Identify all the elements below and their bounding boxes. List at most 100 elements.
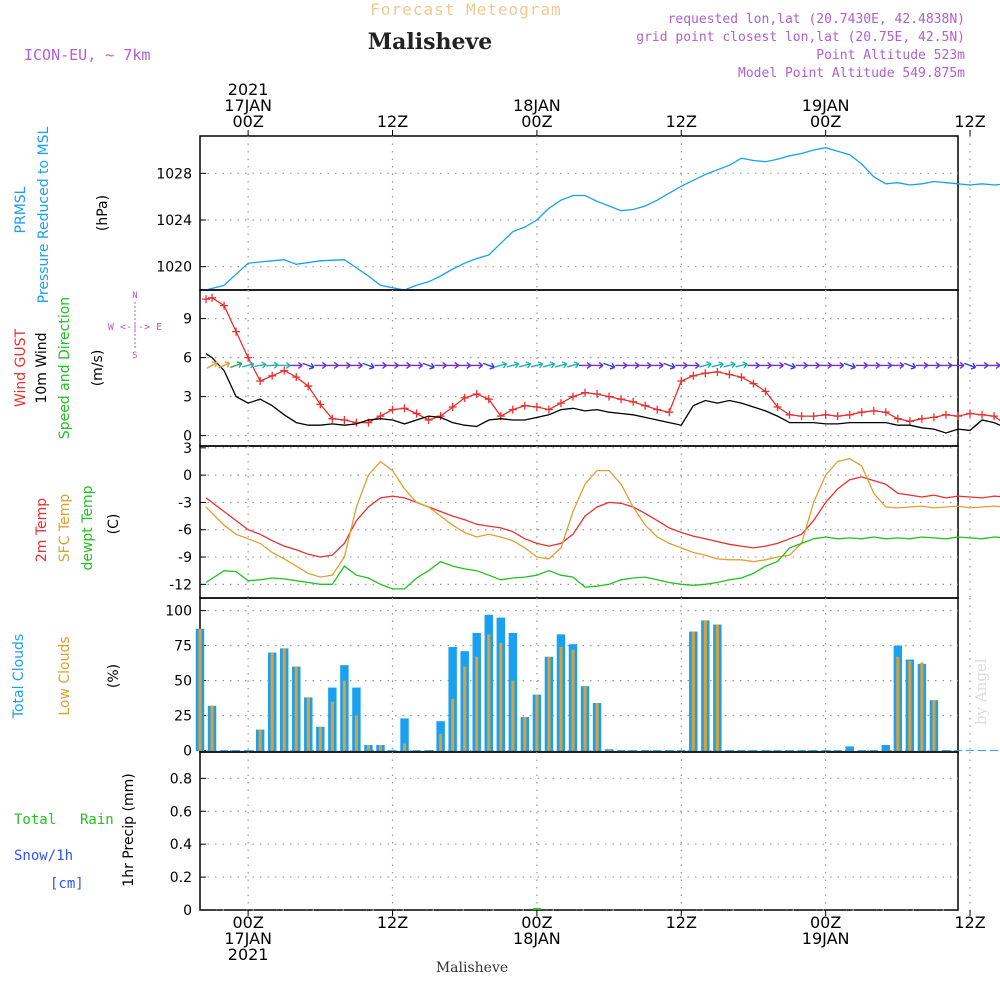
wind-arrow-51 xyxy=(855,361,869,369)
wind-arrow-shape-36 xyxy=(675,361,688,369)
wind-arrow-shape-20 xyxy=(482,362,496,370)
low-cloud-bar-1 xyxy=(210,705,214,751)
compass-n: N xyxy=(132,291,137,301)
gust-marker-48 xyxy=(773,403,782,411)
gust-marker-12 xyxy=(340,416,349,424)
temp-unit: (C) xyxy=(106,514,122,535)
wind-arrow-shape-12 xyxy=(386,361,399,369)
wind-arrow-13 xyxy=(398,361,411,369)
wind-arrow-55 xyxy=(904,362,917,370)
gust-marker-31 xyxy=(568,392,577,401)
wind-arrow-33 xyxy=(639,361,652,369)
low-cloud-bar-61 xyxy=(932,700,936,751)
wind-arrow-11 xyxy=(374,361,387,369)
t2m-label: 2m Temp xyxy=(34,498,50,562)
low-cloud-bar-17 xyxy=(403,743,407,751)
ytick-label-0-1028: 1028 xyxy=(156,166,192,182)
wind-arrow-57 xyxy=(927,361,941,369)
bottom-time-label-0-1: 17JAN xyxy=(224,929,272,948)
wind-arrow-shape-9 xyxy=(350,361,363,369)
wind-arrow-29 xyxy=(591,361,604,369)
wind-arrow-32 xyxy=(627,361,640,369)
wind-arrow--2 xyxy=(218,361,231,369)
gust-marker-62 xyxy=(941,410,950,419)
gust-marker-29 xyxy=(544,405,553,414)
wind-arrow-6 xyxy=(314,361,327,369)
ytick-label-2-3: 3 xyxy=(183,441,192,457)
gust-marker-24 xyxy=(484,395,493,404)
rain-label-a: Total xyxy=(14,812,56,828)
prmsl-label: PRMSL xyxy=(13,186,29,233)
wind-arrow-8 xyxy=(338,361,351,369)
wind-arrow-46 xyxy=(795,361,809,369)
wind-arrow-23 xyxy=(518,361,532,369)
wind-arrow-14 xyxy=(410,361,424,369)
wind-arrow-50 xyxy=(843,362,856,370)
wind-arrow-22 xyxy=(506,361,520,369)
top-time-label-24-0: 18JAN xyxy=(513,96,561,115)
ytick-label-4-0.6: 0.6 xyxy=(170,804,192,820)
low-cloud-bar-0 xyxy=(198,628,202,751)
wind-arrow-shape-32 xyxy=(627,361,640,369)
gust-marker-10 xyxy=(316,400,325,409)
top-time-label-60-0: 12Z xyxy=(954,112,985,131)
low-clouds-label: Low Clouds xyxy=(57,636,73,715)
gust-marker-59 xyxy=(905,417,914,426)
gust-marker-55 xyxy=(857,408,866,417)
wind-arrow-30 xyxy=(603,362,616,370)
gust-marker-45 xyxy=(737,373,746,382)
top-time-label-0-2: 00Z xyxy=(232,112,263,131)
wind-arrow-shape-30 xyxy=(603,362,616,370)
wind-arrow-shape-55 xyxy=(904,362,917,370)
wind-arrow-shape-7 xyxy=(326,361,339,369)
ytick-label-1-6: 6 xyxy=(183,351,192,367)
wind-arrow-18 xyxy=(458,361,472,369)
ytick-label-1-0: 0 xyxy=(183,429,192,445)
top-time-label-0-0: 2021 xyxy=(228,80,269,99)
wind-arrow-shape-0 xyxy=(242,361,255,369)
total-clouds-label: Total Clouds xyxy=(11,634,27,719)
wind-arrow-shape-45 xyxy=(783,362,796,370)
wind-arrow-shape-39 xyxy=(711,361,724,369)
wind-arrow-36 xyxy=(675,361,688,369)
bottom-time-label-12-0: 12Z xyxy=(377,913,408,932)
model-altitude: Model Point Altitude 549.875m xyxy=(738,66,965,81)
gust-marker-38 xyxy=(653,405,662,414)
ytick-label-4-0.4: 0.4 xyxy=(170,837,192,853)
low-cloud-bar-29 xyxy=(547,656,551,751)
top-time-label-48-1: 00Z xyxy=(810,112,841,131)
wind-arrow-shape-50 xyxy=(843,362,856,370)
wind-unit: (m/s) xyxy=(90,350,106,387)
gust-marker-11 xyxy=(328,414,337,423)
bottom-time-label-24-0: 00Z xyxy=(521,913,552,932)
gust-marker-3 xyxy=(232,327,241,336)
gust-marker-2 xyxy=(220,301,229,310)
wind-arrow-shape-27 xyxy=(567,361,580,369)
low-cloud-bar-41 xyxy=(691,631,695,751)
wind-arrow-4 xyxy=(290,361,303,369)
wind-arrow-shape-4 xyxy=(290,361,303,369)
wind-arrow-shape-43 xyxy=(759,361,772,369)
wind-arrow-shape-48 xyxy=(819,361,833,369)
wind-arrow-43 xyxy=(759,361,772,369)
location-title: Malisheve xyxy=(368,29,492,55)
low-cloud-bar-6 xyxy=(270,652,274,751)
low-cloud-bar-12 xyxy=(342,680,346,751)
cloud-unit: (%) xyxy=(106,664,122,688)
low-cloud-bar-28 xyxy=(535,694,539,751)
rain-label-b: Rain xyxy=(80,812,114,828)
wind-arrow-0 xyxy=(242,361,255,369)
wind-arrow-shape-6 xyxy=(314,361,327,369)
wind10-label: 10m Wind xyxy=(34,332,50,403)
wind-arrow-shape-25 xyxy=(542,361,556,369)
wind-arrow-20 xyxy=(482,362,496,370)
low-cloud-bar-7 xyxy=(282,648,286,751)
series-line-2-2 xyxy=(205,536,1000,590)
wind-arrow-61 xyxy=(976,361,989,369)
gust-marker-46 xyxy=(749,379,758,388)
low-cloud-bar-5 xyxy=(258,729,262,751)
wind-arrow-shape-41 xyxy=(735,361,748,369)
low-cloud-bar-31 xyxy=(571,649,575,751)
wind-arrow-3 xyxy=(278,361,291,369)
wind-arrow-54 xyxy=(891,361,905,369)
